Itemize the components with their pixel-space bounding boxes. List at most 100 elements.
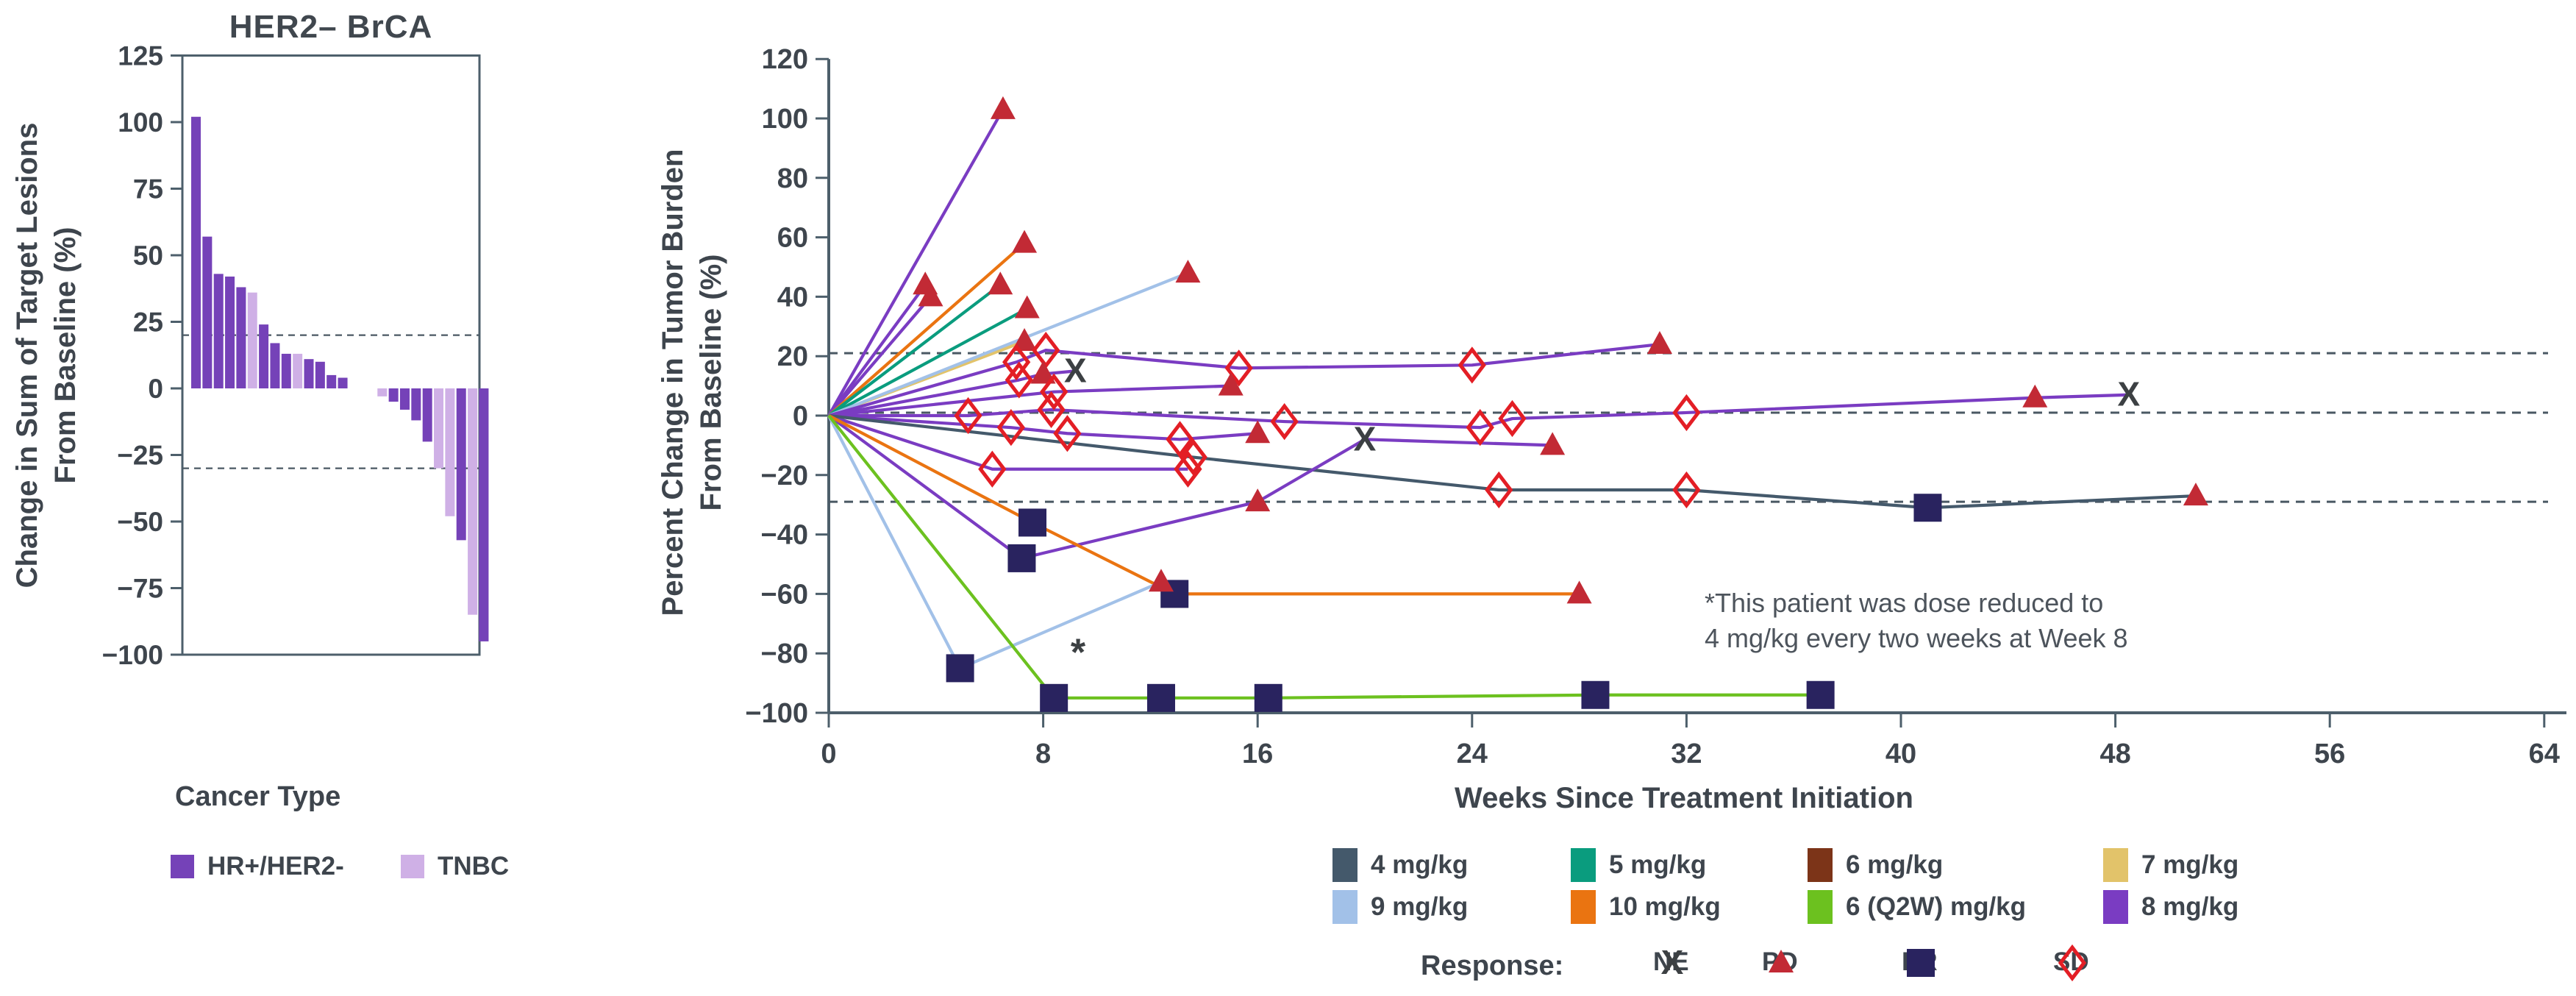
ne-marker: X — [1064, 351, 1087, 389]
mg8-swatch — [2103, 890, 2128, 924]
waterfall-y-axis-label: Change in Sum of Target Lesions — [11, 123, 43, 588]
spider-y-tick-label: 20 — [777, 341, 808, 372]
patient-series-line — [827, 242, 1026, 417]
pd-marker — [1012, 328, 1038, 351]
ne-marker: X — [1354, 419, 1377, 458]
sd-marker — [1040, 373, 1068, 410]
legend-item-mg10: 10 mg/kg — [1571, 886, 1721, 928]
pr-marker — [1040, 683, 1068, 712]
waterfall-bar — [259, 324, 269, 388]
sd-marker — [996, 409, 1026, 447]
legend-item-mg9-label: 9 mg/kg — [1371, 892, 1469, 921]
pd-marker — [1566, 580, 1592, 604]
pd-legend-marker — [1769, 950, 1794, 972]
pr-marker — [1018, 508, 1047, 537]
legend-item-mg5-label: 5 mg/kg — [1609, 850, 1707, 879]
spider-y-axis-label: From Baseline (%) — [695, 255, 727, 511]
sd-marker — [1498, 399, 1527, 438]
spider-y-tick-label: 80 — [777, 163, 808, 194]
mg7-swatch — [2103, 848, 2128, 882]
waterfall-title: HER2– BrCA — [229, 9, 433, 45]
pr-legend-marker — [1907, 949, 1935, 977]
legend-item-mg8: 8 mg/kg — [2103, 886, 2238, 928]
spider-y-tick-label: 60 — [777, 223, 808, 254]
waterfall-y-tick-label: 25 — [133, 307, 163, 338]
mg4-swatch — [1332, 848, 1357, 882]
sd-marker — [1485, 471, 1513, 509]
waterfall-bar — [191, 116, 201, 388]
sd-marker — [1672, 394, 1701, 432]
waterfall-bar — [270, 343, 280, 388]
spider-x-tick-label: 40 — [1885, 739, 1916, 769]
waterfall-y-axis-label: From Baseline (%) — [49, 227, 82, 484]
response-item-pr: PR — [1902, 942, 1938, 983]
legend-item-mg7: 7 mg/kg — [2103, 844, 2238, 886]
patient-series-line — [828, 384, 1231, 418]
annotation-line-1: *This patient was dose reduced to — [1705, 588, 2104, 618]
sd-legend-marker — [2058, 944, 2087, 982]
hr_her2neg-swatch — [171, 855, 194, 878]
patient-series-line — [828, 414, 1580, 596]
mg6-swatch — [1808, 848, 1833, 882]
sd-marker — [1174, 450, 1202, 488]
waterfall-y-tick-label: 0 — [148, 374, 163, 404]
patient-series-line — [829, 393, 2129, 430]
pr-marker — [1806, 680, 1835, 709]
pd-marker — [1245, 488, 1271, 512]
waterfall-bar — [236, 287, 246, 388]
legend-item-hr-her2neg-label: HR+/HER2- — [207, 852, 344, 881]
legend-item-mg6q2w: 6 (Q2W) mg/kg — [1808, 886, 2026, 928]
patient-series-line — [828, 414, 1188, 471]
response-item-pd: PD — [1762, 942, 1798, 983]
waterfall-bar — [468, 388, 478, 615]
dose-reduction-annotation: *This patient was dose reduced to 4 mg/k… — [1705, 586, 2128, 655]
waterfall-bar — [411, 388, 421, 421]
waterfall-bar — [434, 388, 444, 469]
legend-item-mg6q2w-label: 6 (Q2W) mg/kg — [1846, 892, 2027, 921]
waterfall-bar — [338, 377, 348, 388]
legend-item-mg5: 5 mg/kg — [1571, 844, 1706, 886]
sd-marker — [1458, 346, 1486, 384]
sd-marker — [2058, 944, 2087, 982]
patient-series-line — [827, 283, 1002, 417]
pd-marker — [2022, 384, 2048, 408]
waterfall-plot: 125 100 75 50 25 0 −25 −50 −75 −100 Change in Sum … — [11, 41, 489, 670]
waterfall-bar — [304, 359, 314, 388]
mg6q2w-swatch — [1808, 890, 1833, 924]
waterfall-bar — [422, 388, 432, 442]
spider-x-axis-label: Weeks Since Treatment Initiation — [1455, 782, 1913, 814]
waterfall-legend-title: Cancer Type — [175, 781, 341, 812]
legend-item-mg6: 6 mg/kg — [1808, 844, 1943, 886]
pd-marker — [1218, 372, 1244, 396]
sd-marker — [1466, 409, 1494, 447]
legend-item-mg4-label: 4 mg/kg — [1371, 850, 1469, 879]
pd-marker — [1245, 420, 1271, 444]
annotation-line-2: 4 mg/kg every two weeks at Week 8 — [1705, 622, 2128, 653]
sd-marker — [1270, 402, 1299, 441]
spider-x-tick-label: 48 — [2099, 739, 2130, 769]
pr-marker — [1581, 680, 1610, 709]
waterfall-y-tick-label: −75 — [117, 574, 163, 604]
spider-x-tick-label: 64 — [2529, 739, 2560, 769]
spider-y-tick-label: −20 — [761, 460, 808, 491]
patient-series-line — [828, 271, 1189, 417]
waterfall-bar — [327, 374, 337, 388]
legend-item-mg10-label: 10 mg/kg — [1609, 892, 1721, 921]
spider-y-tick-label: −40 — [761, 520, 808, 551]
waterfall-bar — [225, 276, 235, 388]
ne-marker: X — [1661, 943, 1684, 981]
pd-marker — [1012, 230, 1038, 253]
asterisk-marker: * — [1071, 631, 1086, 674]
spider-x-tick-label: 56 — [2314, 739, 2345, 769]
spider-y-axis-label: Percent Change in Tumor Burden — [657, 149, 689, 616]
waterfall-y-tick-label: 125 — [118, 41, 163, 71]
sd-marker — [1224, 349, 1253, 387]
legend-item-mg9: 9 mg/kg — [1332, 886, 1468, 928]
pd-marker — [1540, 432, 1566, 455]
response-item-sd: SD — [2053, 942, 2089, 983]
response-item-ne: X NE — [1653, 942, 1689, 983]
spider-plot: 120 100 80 60 40 20 0 −20 −40 −60 −80 −100 0 8 16 24 32 4… — [657, 44, 2566, 814]
legend-item-tnbc: TNBC — [401, 846, 509, 887]
spider-x-tick-label: 24 — [1457, 739, 1488, 769]
waterfall-y-tick-label: −100 — [102, 640, 163, 670]
